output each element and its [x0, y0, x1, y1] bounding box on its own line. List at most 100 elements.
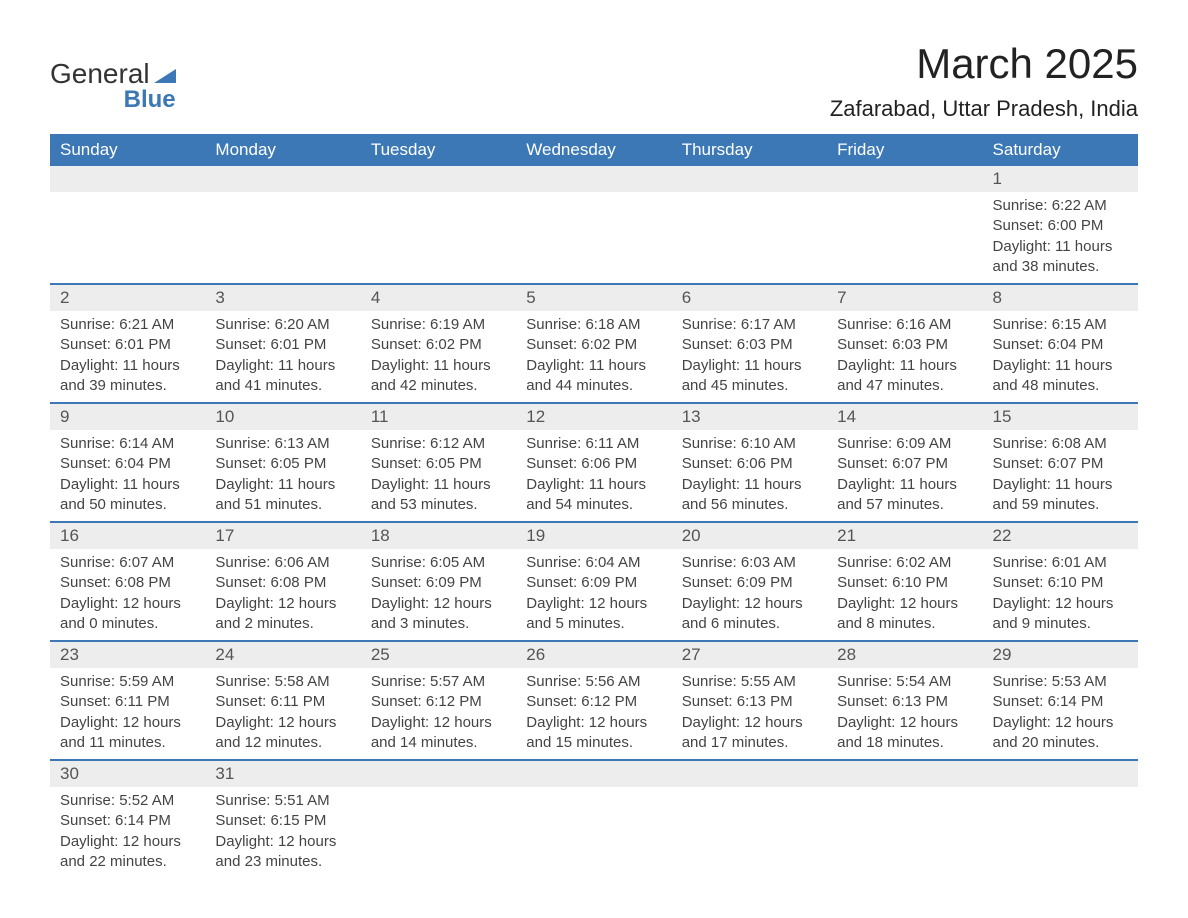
calendar-cell: 18Sunrise: 6:05 AMSunset: 6:09 PMDayligh…: [361, 522, 516, 641]
day-number: [516, 166, 671, 192]
day-details: Sunrise: 6:03 AMSunset: 6:09 PMDaylight:…: [672, 549, 827, 640]
calendar-cell: [672, 760, 827, 878]
daylight-line: Daylight: 11 hours and 39 minutes.: [60, 356, 195, 397]
daylight-line: Daylight: 12 hours and 0 minutes.: [60, 594, 195, 635]
calendar-week: 1Sunrise: 6:22 AMSunset: 6:00 PMDaylight…: [50, 166, 1138, 284]
sunrise-line: Sunrise: 5:57 AM: [371, 672, 506, 692]
day-details: Sunrise: 6:06 AMSunset: 6:08 PMDaylight:…: [205, 549, 360, 640]
daylight-line: Daylight: 11 hours and 44 minutes.: [526, 356, 661, 397]
day-details: Sunrise: 5:59 AMSunset: 6:11 PMDaylight:…: [50, 668, 205, 759]
day-number: 25: [361, 642, 516, 668]
calendar-cell: [205, 166, 360, 284]
sunrise-line: Sunrise: 6:06 AM: [215, 553, 350, 573]
sunrise-line: Sunrise: 6:13 AM: [215, 434, 350, 454]
day-number: 4: [361, 285, 516, 311]
sunset-line: Sunset: 6:08 PM: [215, 573, 350, 593]
sunrise-line: Sunrise: 6:07 AM: [60, 553, 195, 573]
sunset-line: Sunset: 6:04 PM: [60, 454, 195, 474]
sunset-line: Sunset: 6:11 PM: [215, 692, 350, 712]
location: Zafarabad, Uttar Pradesh, India: [830, 96, 1138, 122]
sunset-line: Sunset: 6:06 PM: [682, 454, 817, 474]
day-details: Sunrise: 5:57 AMSunset: 6:12 PMDaylight:…: [361, 668, 516, 759]
daylight-line: Daylight: 11 hours and 42 minutes.: [371, 356, 506, 397]
calendar-week: 30Sunrise: 5:52 AMSunset: 6:14 PMDayligh…: [50, 760, 1138, 878]
sunset-line: Sunset: 6:08 PM: [60, 573, 195, 593]
day-details: Sunrise: 6:02 AMSunset: 6:10 PMDaylight:…: [827, 549, 982, 640]
sunrise-line: Sunrise: 6:01 AM: [993, 553, 1128, 573]
daylight-line: Daylight: 11 hours and 57 minutes.: [837, 475, 972, 516]
daylight-line: Daylight: 11 hours and 38 minutes.: [993, 237, 1128, 278]
calendar-cell: 11Sunrise: 6:12 AMSunset: 6:05 PMDayligh…: [361, 403, 516, 522]
calendar-cell: 24Sunrise: 5:58 AMSunset: 6:11 PMDayligh…: [205, 641, 360, 760]
calendar-cell: 16Sunrise: 6:07 AMSunset: 6:08 PMDayligh…: [50, 522, 205, 641]
sunset-line: Sunset: 6:13 PM: [837, 692, 972, 712]
day-details: Sunrise: 6:08 AMSunset: 6:07 PMDaylight:…: [983, 430, 1138, 521]
calendar-cell: 7Sunrise: 6:16 AMSunset: 6:03 PMDaylight…: [827, 284, 982, 403]
sunset-line: Sunset: 6:05 PM: [215, 454, 350, 474]
daylight-line: Daylight: 12 hours and 2 minutes.: [215, 594, 350, 635]
sunset-line: Sunset: 6:03 PM: [837, 335, 972, 355]
day-number: [50, 166, 205, 192]
sunrise-line: Sunrise: 6:08 AM: [993, 434, 1128, 454]
weekday-header: Sunday: [50, 134, 205, 166]
calendar-cell: 28Sunrise: 5:54 AMSunset: 6:13 PMDayligh…: [827, 641, 982, 760]
sunrise-line: Sunrise: 5:55 AM: [682, 672, 817, 692]
sunset-line: Sunset: 6:07 PM: [993, 454, 1128, 474]
sunset-line: Sunset: 6:07 PM: [837, 454, 972, 474]
calendar-cell: 27Sunrise: 5:55 AMSunset: 6:13 PMDayligh…: [672, 641, 827, 760]
calendar-cell: 20Sunrise: 6:03 AMSunset: 6:09 PMDayligh…: [672, 522, 827, 641]
day-number: 24: [205, 642, 360, 668]
calendar-cell: 15Sunrise: 6:08 AMSunset: 6:07 PMDayligh…: [983, 403, 1138, 522]
sunset-line: Sunset: 6:02 PM: [526, 335, 661, 355]
day-number: 14: [827, 404, 982, 430]
day-number: 19: [516, 523, 671, 549]
calendar-week: 9Sunrise: 6:14 AMSunset: 6:04 PMDaylight…: [50, 403, 1138, 522]
daylight-line: Daylight: 11 hours and 45 minutes.: [682, 356, 817, 397]
calendar-cell: 29Sunrise: 5:53 AMSunset: 6:14 PMDayligh…: [983, 641, 1138, 760]
sunset-line: Sunset: 6:03 PM: [682, 335, 817, 355]
calendar-cell: [50, 166, 205, 284]
daylight-line: Daylight: 12 hours and 5 minutes.: [526, 594, 661, 635]
day-details: Sunrise: 6:17 AMSunset: 6:03 PMDaylight:…: [672, 311, 827, 402]
daylight-line: Daylight: 12 hours and 18 minutes.: [837, 713, 972, 754]
day-details: [827, 192, 982, 272]
day-number: 6: [672, 285, 827, 311]
daylight-line: Daylight: 11 hours and 41 minutes.: [215, 356, 350, 397]
day-details: [672, 192, 827, 272]
day-details: Sunrise: 5:52 AMSunset: 6:14 PMDaylight:…: [50, 787, 205, 878]
day-number: 1: [983, 166, 1138, 192]
title-block: March 2025 Zafarabad, Uttar Pradesh, Ind…: [830, 40, 1138, 122]
sunrise-line: Sunrise: 6:09 AM: [837, 434, 972, 454]
sunset-line: Sunset: 6:12 PM: [371, 692, 506, 712]
calendar-cell: 3Sunrise: 6:20 AMSunset: 6:01 PMDaylight…: [205, 284, 360, 403]
day-details: Sunrise: 6:13 AMSunset: 6:05 PMDaylight:…: [205, 430, 360, 521]
calendar-cell: 8Sunrise: 6:15 AMSunset: 6:04 PMDaylight…: [983, 284, 1138, 403]
weekday-header: Wednesday: [516, 134, 671, 166]
calendar-table: SundayMondayTuesdayWednesdayThursdayFrid…: [50, 134, 1138, 878]
logo-word1: General: [50, 58, 150, 89]
sunrise-line: Sunrise: 6:02 AM: [837, 553, 972, 573]
sunrise-line: Sunrise: 5:59 AM: [60, 672, 195, 692]
daylight-line: Daylight: 12 hours and 3 minutes.: [371, 594, 506, 635]
calendar-week: 2Sunrise: 6:21 AMSunset: 6:01 PMDaylight…: [50, 284, 1138, 403]
calendar-cell: [983, 760, 1138, 878]
sunset-line: Sunset: 6:02 PM: [371, 335, 506, 355]
sunset-line: Sunset: 6:10 PM: [993, 573, 1128, 593]
day-details: [827, 787, 982, 867]
weekday-header: Saturday: [983, 134, 1138, 166]
sunset-line: Sunset: 6:01 PM: [215, 335, 350, 355]
calendar-cell: [516, 760, 671, 878]
logo: General Blue: [50, 60, 178, 114]
sunrise-line: Sunrise: 6:11 AM: [526, 434, 661, 454]
calendar-cell: 31Sunrise: 5:51 AMSunset: 6:15 PMDayligh…: [205, 760, 360, 878]
day-details: Sunrise: 6:22 AMSunset: 6:00 PMDaylight:…: [983, 192, 1138, 283]
day-number: 2: [50, 285, 205, 311]
day-details: [516, 787, 671, 867]
day-details: Sunrise: 5:58 AMSunset: 6:11 PMDaylight:…: [205, 668, 360, 759]
day-number: 3: [205, 285, 360, 311]
day-details: Sunrise: 6:01 AMSunset: 6:10 PMDaylight:…: [983, 549, 1138, 640]
daylight-line: Daylight: 11 hours and 59 minutes.: [993, 475, 1128, 516]
day-details: Sunrise: 6:04 AMSunset: 6:09 PMDaylight:…: [516, 549, 671, 640]
calendar-cell: 21Sunrise: 6:02 AMSunset: 6:10 PMDayligh…: [827, 522, 982, 641]
calendar-cell: 23Sunrise: 5:59 AMSunset: 6:11 PMDayligh…: [50, 641, 205, 760]
